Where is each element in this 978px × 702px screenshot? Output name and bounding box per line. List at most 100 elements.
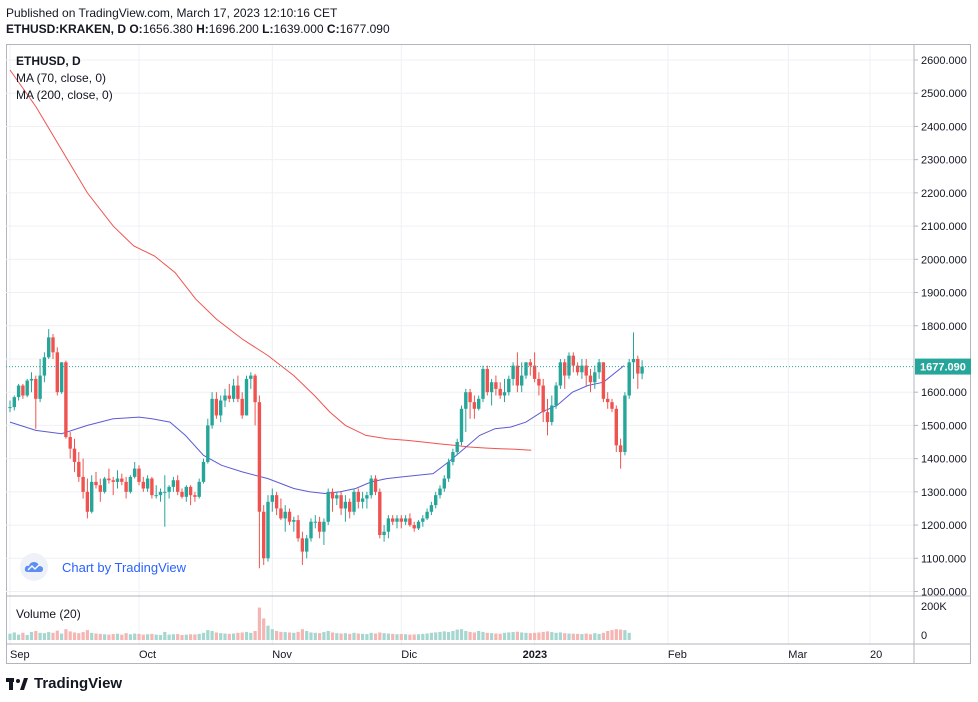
time-tick-label: 2023 [523,649,547,661]
candle-body [627,362,631,396]
volume-bar [386,633,390,640]
tradingview-footer[interactable]: TradingView [6,675,122,692]
legend-ma200[interactable]: MA (200, close, 0) [16,88,113,102]
candle-body [201,461,206,482]
candle-body [16,385,21,398]
volume-bar [210,631,214,640]
candle-body [317,521,322,532]
volume-bar [266,625,270,640]
candle-body [72,448,77,462]
candle-body [348,501,352,512]
time-tick-label: Oct [139,649,156,661]
open-value: 1656.380 [142,22,193,36]
volume-bar [12,632,16,640]
volume-bar [313,632,317,640]
volume-bar [459,629,464,640]
volume-bar [335,633,339,640]
candle-body [141,481,145,489]
candle-body [498,388,502,396]
volume-bar [60,633,64,640]
candle-body [584,365,588,376]
chart-by-tradingview-badge[interactable]: Chart by TradingView [20,553,186,581]
candle-body [429,505,434,512]
volume-bar [176,634,180,640]
volume-bar [352,632,356,640]
legend-volume[interactable]: Volume (20) [16,607,81,621]
volume-bar [201,632,206,640]
candle-body [438,488,442,496]
candle-body [240,398,244,416]
volume-bar [219,633,223,640]
candle-body [305,538,309,552]
volume-bar [485,632,489,640]
candle-body [300,538,305,552]
candle-body [365,495,369,499]
volume-bar [275,631,279,640]
volume-bar [146,634,150,640]
cloud-icon [20,553,48,581]
volume-bar [408,634,412,640]
volume-bar [236,632,240,640]
candle-body [554,385,558,406]
candle-body [292,520,296,522]
volume-bar [223,633,227,640]
volume-bar [528,633,532,640]
volume-bar [98,633,102,640]
chart-frame [6,44,971,664]
candle-body [176,480,180,492]
volume-bar [601,632,605,640]
volume-bar [361,633,365,640]
volume-bar [399,634,403,640]
candle-body [29,378,34,381]
volume-bar [128,634,132,640]
legend-ma70[interactable]: MA (70, close, 0) [16,71,107,85]
volume-bars [8,607,631,640]
price-axis[interactable]: 2600.000 2500.000 2400.000 2300.000 2200.000… [914,55,967,599]
candle-body [373,478,378,492]
volume-bar [627,632,631,640]
volume-bar [206,630,210,640]
volume-bar [64,629,68,640]
candle-body [115,478,120,482]
volume-bar [240,632,244,640]
candle-body [545,412,550,423]
volume-bar [180,634,184,640]
time-tick-label: Nov [272,649,292,661]
volume-bar [283,632,287,640]
candle-body [55,352,59,393]
volume-bar [558,632,562,640]
candle-body [180,491,184,497]
candle-body [614,408,618,446]
candle-body [322,521,326,532]
volume-bar [395,634,399,640]
candle-body [85,491,90,512]
candle-body [468,392,472,403]
time-tick-label: 20 [870,649,882,661]
time-axis[interactable]: Sep Oct Nov Dic 2023 Feb Mar 20 [10,649,882,661]
candle-body [133,468,137,477]
volume-axis: 200K 0 [921,601,947,642]
candle-body [567,355,571,376]
volume-bar [287,632,292,640]
candle-body [231,385,236,399]
candle-body [21,385,25,396]
volume-bar [309,632,313,640]
volume-bar [541,631,545,640]
candle-body [563,362,567,376]
low-value: 1639.000 [273,22,324,36]
candle-body [610,402,614,409]
price-tick-label: 2000.000 [921,254,967,266]
time-tick-label: Feb [668,649,687,661]
candle-body [356,491,360,502]
candle-body [485,368,489,393]
candle-body [124,481,128,492]
candle-body [412,525,416,529]
volume-bar [85,630,89,640]
volume-bar [580,634,584,640]
candle-body [618,445,623,452]
volume-bar [610,630,614,640]
candle-body [636,358,640,374]
candle-body [459,408,464,443]
legend-symbol[interactable]: ETHUSD, D [16,54,81,68]
